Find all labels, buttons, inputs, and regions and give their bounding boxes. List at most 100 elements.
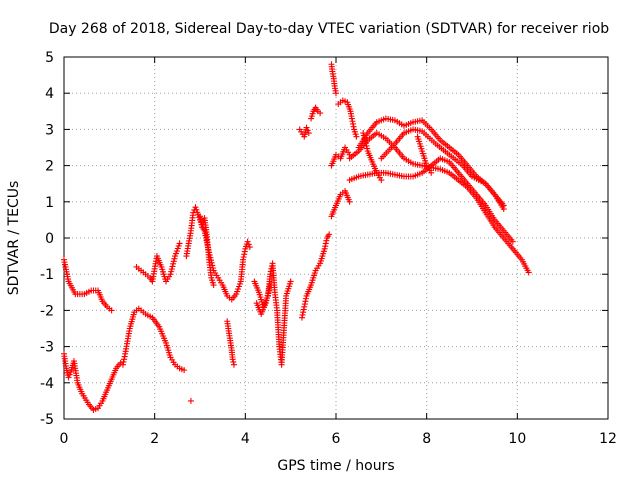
y-tick-labels: -5 -4 -3 -2 -1 0 1 2 3 4 5 (40, 50, 54, 428)
data-point-marker (197, 213, 203, 220)
x-tick-label: 0 (60, 431, 69, 447)
data-point-marker (321, 245, 328, 252)
x-tick-label: 10 (508, 431, 526, 447)
y-tick-label: 1 (45, 195, 54, 211)
data-point-marker (509, 238, 516, 245)
y-tick-label: 2 (45, 159, 54, 175)
data-point-marker (346, 198, 353, 205)
data-point-marker (361, 135, 368, 142)
data-point-marker (364, 145, 371, 152)
data-point-marker (170, 258, 177, 265)
data-point-marker (210, 282, 217, 289)
data-point-marker (197, 215, 204, 222)
data-point-marker (167, 271, 174, 278)
y-tick-label: 0 (45, 231, 54, 247)
data-point-marker (246, 244, 253, 251)
data-point-marker (350, 120, 356, 127)
data-point-marker (301, 303, 308, 310)
x-tick-label: 6 (332, 431, 341, 447)
data-point-marker (266, 284, 273, 291)
y-tick-label: -2 (40, 303, 54, 319)
data-point-marker (169, 263, 176, 270)
x-tick-label: 8 (422, 431, 431, 447)
data-point-marker (168, 266, 175, 273)
data-point-marker (428, 169, 435, 176)
x-tick-label: 2 (150, 431, 159, 447)
data-point-marker (108, 307, 115, 314)
data-point-marker (360, 130, 367, 137)
data-point-marker (265, 289, 272, 296)
data-point-marker (264, 292, 271, 299)
data-point-marker (353, 133, 360, 140)
data-point-marker (348, 115, 355, 122)
data-point-marker (301, 301, 308, 308)
data-point-marker (170, 260, 177, 267)
data-point-marker (267, 282, 274, 289)
data-point-marker (350, 123, 357, 130)
data-point-marker (245, 241, 252, 248)
data-point-marker (229, 356, 236, 363)
x-tick-labels: 0 2 4 6 8 10 12 (60, 431, 617, 447)
data-point-marker (326, 231, 333, 238)
y-tick-label: 5 (45, 50, 54, 66)
data-point-marker (119, 361, 126, 368)
data-point-marker (305, 130, 312, 137)
data-point-marker (264, 294, 271, 301)
data-point-marker (300, 309, 307, 316)
y-tick-label: -3 (40, 340, 54, 356)
data-point-marker (241, 248, 248, 255)
data-point-marker (240, 256, 247, 263)
data-point-marker (300, 306, 307, 313)
data-point-marker (304, 127, 311, 134)
data-point-marker (187, 397, 194, 404)
data-point-marker (66, 371, 73, 378)
data-point-marker (299, 314, 305, 321)
data-point-marker (171, 255, 178, 262)
data-point-marker (176, 240, 183, 247)
data-point-marker (267, 271, 274, 278)
chart-title: Day 268 of 2018, Sidereal Day-to-day VTE… (49, 21, 609, 37)
x-axis-label: GPS time / hours (277, 458, 394, 474)
data-point-marker (317, 110, 324, 117)
data-point-marker (241, 251, 248, 258)
axis-ticks (63, 56, 609, 420)
data-point-marker (302, 295, 309, 302)
y-tick-label: -5 (40, 412, 54, 428)
y-tick-label: 4 (45, 86, 54, 102)
grid-lines (64, 57, 608, 419)
x-tick-label: 12 (599, 431, 617, 447)
data-point-marker (322, 243, 329, 250)
data-point-marker (231, 361, 237, 368)
data-point-marker (181, 367, 188, 374)
y-tick-label: -4 (40, 376, 54, 392)
data-point-marker (323, 237, 330, 244)
data-point-marker (240, 254, 247, 261)
y-tick-label: -1 (40, 267, 54, 283)
data-point-marker (333, 90, 339, 97)
data-points (61, 61, 532, 413)
y-tick-label: 3 (45, 122, 54, 138)
data-point-marker (121, 353, 128, 360)
data-point-marker (299, 311, 306, 318)
x-tick-label: 4 (241, 431, 250, 447)
data-point-marker (303, 124, 310, 131)
data-point-marker (65, 374, 72, 381)
data-point-marker (302, 298, 309, 305)
data-point-marker (349, 118, 356, 125)
data-point-marker (362, 137, 369, 144)
data-point-marker (360, 132, 367, 139)
data-point-marker (121, 356, 128, 363)
data-point-marker (362, 140, 369, 147)
data-point-marker (230, 358, 237, 365)
data-point-marker (500, 206, 507, 213)
data-point-marker (363, 142, 370, 149)
data-point-marker (287, 278, 294, 285)
data-point-marker (263, 297, 270, 304)
data-point-marker (244, 238, 251, 245)
y-axis-label: SDTVAR / TECUs (6, 181, 22, 296)
data-point-marker (322, 240, 329, 247)
data-point-marker (378, 177, 385, 184)
data-point-marker (120, 358, 127, 365)
data-point-marker (525, 269, 532, 276)
